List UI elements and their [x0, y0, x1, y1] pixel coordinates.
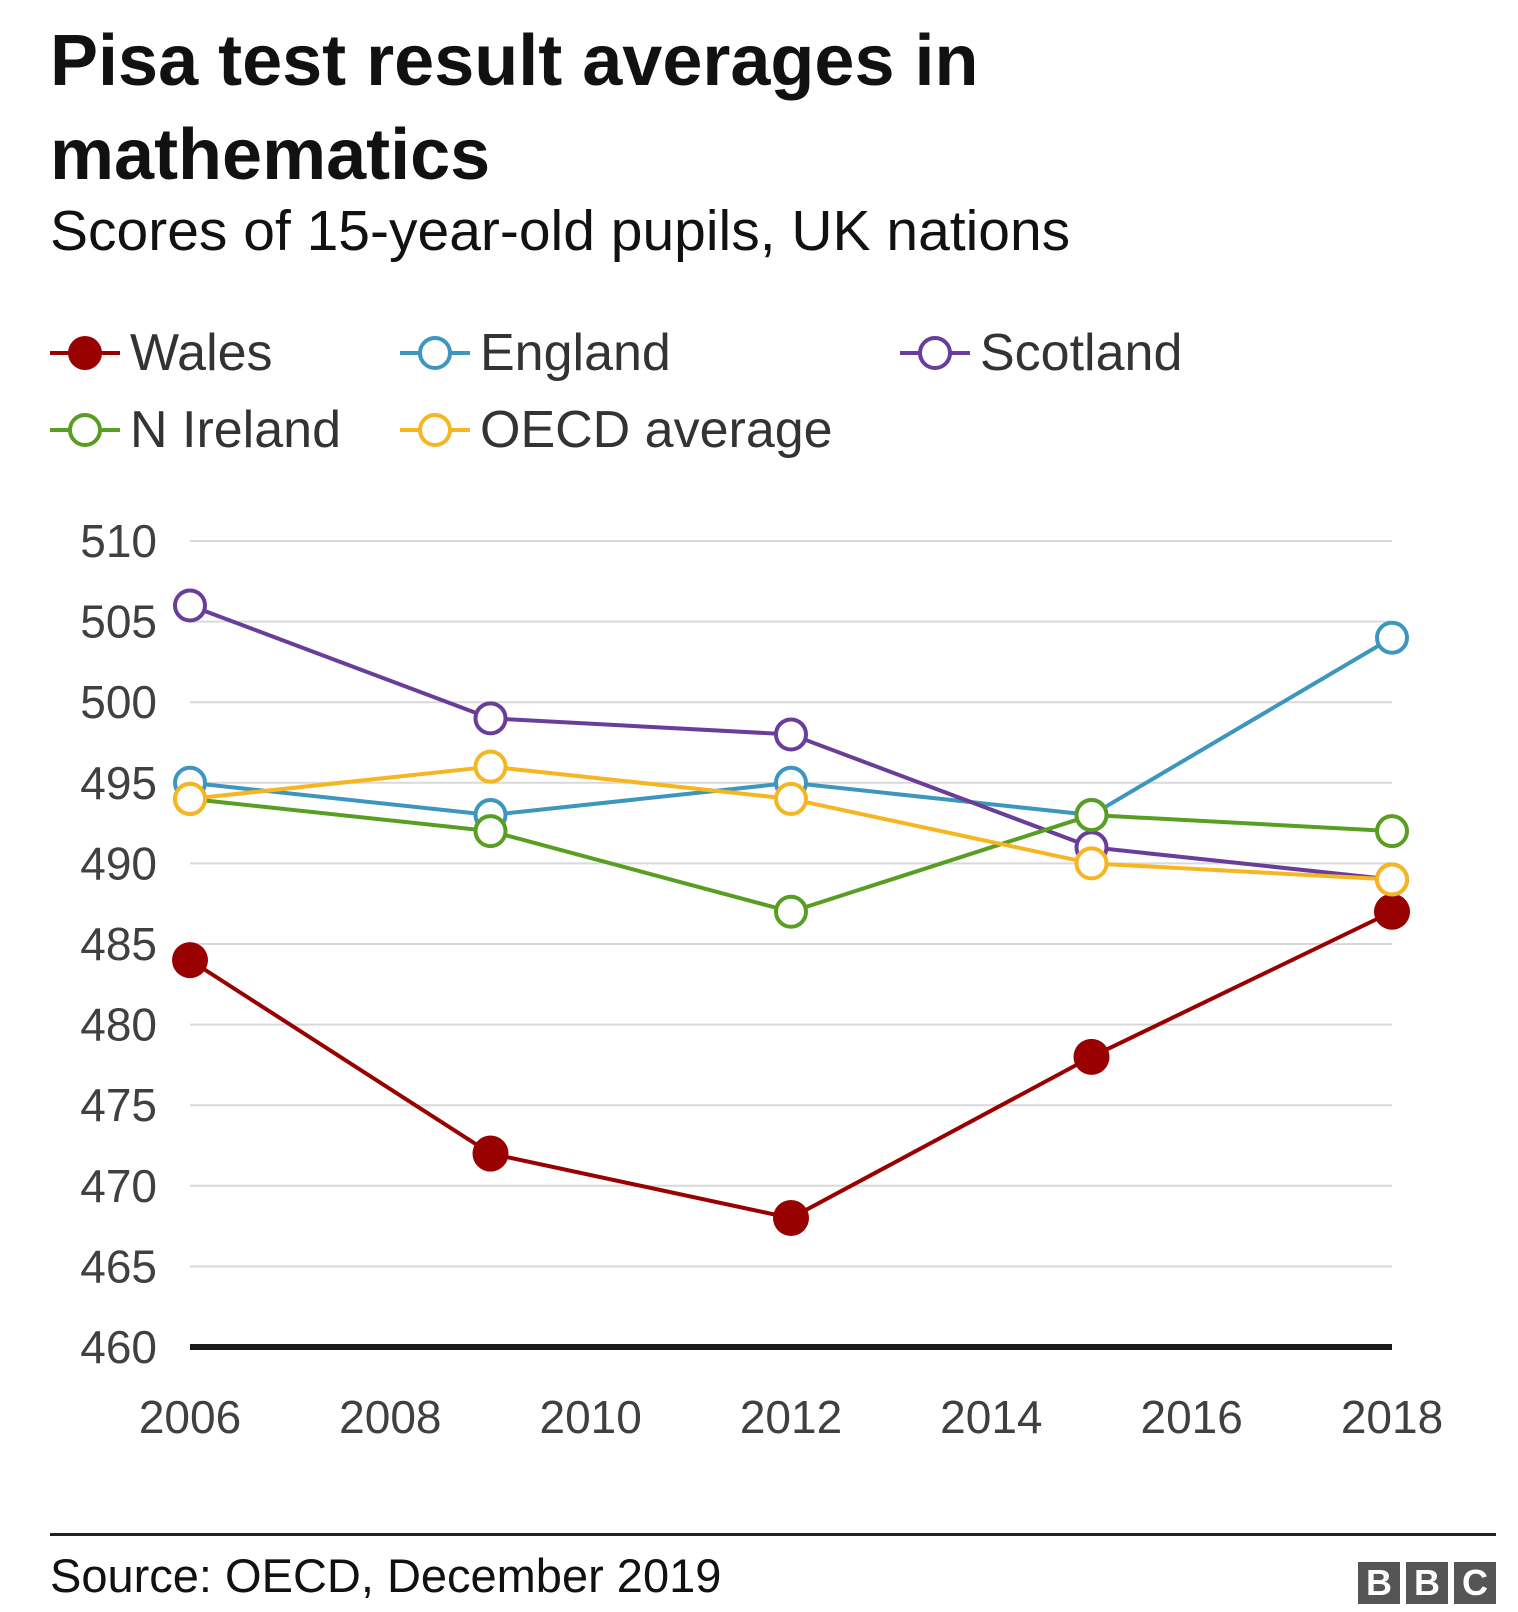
legend-item-wales: Wales: [50, 323, 273, 383]
y-tick-label: 485: [80, 918, 157, 970]
legend-item-england: England: [400, 323, 671, 383]
y-tick-label: 495: [80, 757, 157, 809]
data-point-wales: [172, 942, 208, 979]
x-tick-label: 2014: [940, 1391, 1042, 1443]
y-tick-label: 460: [80, 1321, 157, 1373]
data-point-oecd-average: [1375, 862, 1409, 897]
data-point-oecd-average: [173, 781, 207, 816]
data-point-wales: [1374, 893, 1410, 930]
y-tick-label: 465: [80, 1240, 157, 1292]
y-tick-label: 490: [80, 837, 157, 889]
legend-label: England: [480, 324, 671, 382]
legend-swatch: [900, 336, 970, 370]
y-tick-label: 500: [80, 676, 157, 728]
bbc-logo-block: C: [1454, 1562, 1496, 1604]
footer-divider: [50, 1533, 1496, 1536]
data-point-n-ireland: [473, 814, 508, 849]
data-point-oecd-average: [774, 781, 808, 816]
bbc-logo-block: B: [1406, 1562, 1448, 1604]
x-tick-label: 2006: [139, 1391, 241, 1443]
chart-subtitle: Scores of 15-year-old pupils, UK nations: [50, 199, 1071, 263]
data-point-scotland: [473, 701, 508, 736]
data-point-oecd-average: [1074, 846, 1109, 881]
x-tick-label: 2018: [1341, 1391, 1443, 1443]
series-line-wales: [188, 909, 1393, 1221]
y-tick-label: 475: [80, 1079, 157, 1131]
x-tick-label: 2008: [339, 1391, 441, 1443]
chart-legend: Wales England Scotland N Ireland OECD averag…: [0, 0, 1518, 480]
legend-swatch: [50, 413, 120, 447]
source-note: Source: OECD, December 2019: [50, 1549, 722, 1602]
y-tick-label: 505: [80, 596, 157, 648]
legend-swatch: [400, 336, 470, 370]
x-tick-label: 2010: [539, 1391, 641, 1443]
legend-item-n-ireland: N Ireland: [50, 400, 341, 460]
data-point-scotland: [173, 588, 207, 623]
legend-label: N Ireland: [130, 401, 341, 459]
data-point-wales: [1073, 1038, 1110, 1075]
data-point-scotland: [774, 717, 808, 752]
line-chart: 460 465 470 475 480 485 490 495 500 505 510 2006 200…: [80, 515, 1443, 1443]
y-tick-label: 510: [80, 515, 157, 567]
legend-label: Scotland: [980, 324, 1183, 382]
x-tick-label: 2012: [740, 1391, 842, 1443]
data-point-wales: [472, 1135, 509, 1172]
legend-item-scotland: Scotland: [900, 323, 1182, 383]
bbc-logo: B B C: [1358, 1562, 1496, 1604]
data-point-oecd-average: [473, 749, 508, 784]
legend-item-oecd-average: OECD average: [400, 400, 833, 460]
legend-swatch: [400, 413, 470, 447]
y-tick-label: 480: [80, 999, 157, 1051]
y-tick-label: 470: [80, 1160, 157, 1212]
x-tick-label: 2016: [1140, 1391, 1242, 1443]
data-point-england: [1375, 620, 1409, 655]
chart-title: Pisa test result averages in mathematics: [50, 21, 979, 195]
bbc-logo-block: B: [1358, 1562, 1400, 1604]
data-point-n-ireland: [1074, 798, 1109, 833]
legend-label: Wales: [130, 324, 273, 382]
legend-label: OECD average: [480, 401, 833, 459]
data-point-wales: [773, 1200, 809, 1237]
data-point-n-ireland: [1375, 814, 1409, 849]
legend-swatch: [50, 336, 120, 370]
data-point-n-ireland: [774, 894, 808, 929]
